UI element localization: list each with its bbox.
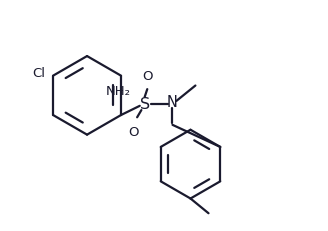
Text: NH₂: NH₂ (105, 85, 130, 97)
Text: Cl: Cl (32, 67, 45, 80)
Text: S: S (140, 97, 150, 112)
Text: O: O (142, 70, 153, 83)
Text: N: N (167, 95, 178, 110)
Text: O: O (128, 125, 138, 138)
